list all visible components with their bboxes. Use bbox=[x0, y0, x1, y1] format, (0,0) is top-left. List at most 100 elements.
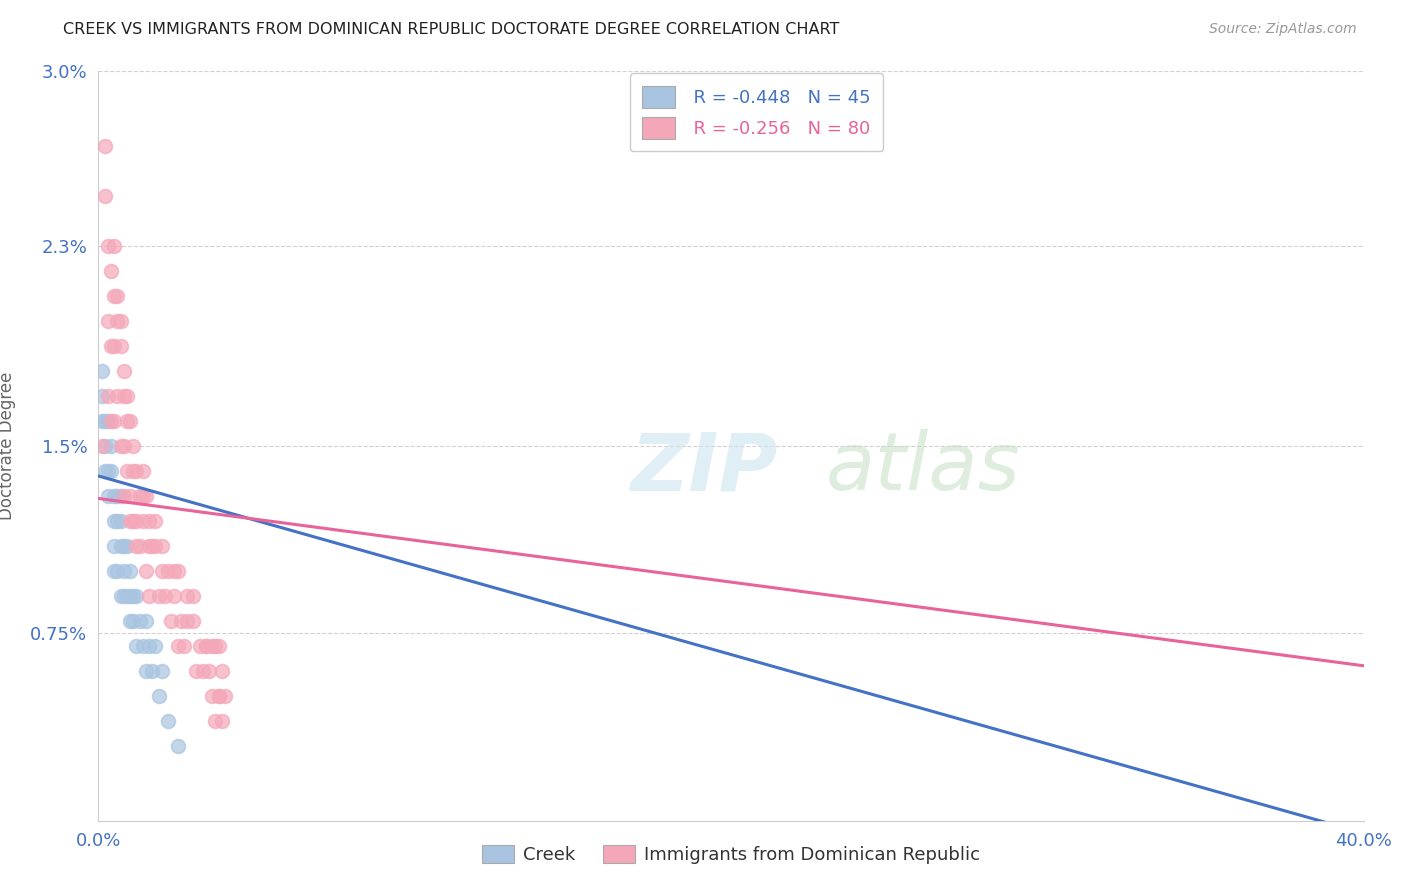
Point bbox=[107, 389, 129, 403]
Point bbox=[148, 689, 170, 703]
Point bbox=[145, 539, 166, 553]
Point bbox=[125, 514, 148, 528]
Point bbox=[194, 639, 218, 653]
Point bbox=[120, 589, 141, 603]
Point bbox=[135, 614, 157, 628]
Point bbox=[103, 339, 125, 353]
Point bbox=[112, 589, 135, 603]
Point bbox=[157, 714, 180, 728]
Point bbox=[112, 489, 135, 503]
Point bbox=[110, 539, 132, 553]
Point bbox=[97, 239, 120, 253]
Point bbox=[135, 564, 157, 578]
Point bbox=[112, 564, 135, 578]
Point bbox=[120, 514, 141, 528]
Point bbox=[115, 539, 138, 553]
Point bbox=[153, 589, 176, 603]
Point bbox=[115, 389, 138, 403]
Point bbox=[150, 539, 173, 553]
Point bbox=[110, 339, 132, 353]
Point bbox=[90, 389, 112, 403]
Point bbox=[183, 614, 205, 628]
Point bbox=[103, 564, 125, 578]
Point bbox=[211, 714, 233, 728]
Point bbox=[122, 589, 145, 603]
Point bbox=[100, 339, 122, 353]
Point bbox=[107, 289, 129, 303]
Point bbox=[90, 364, 112, 378]
Point bbox=[128, 489, 150, 503]
Point bbox=[103, 414, 125, 428]
Point bbox=[145, 639, 166, 653]
Point bbox=[120, 414, 141, 428]
Point bbox=[100, 439, 122, 453]
Point bbox=[122, 614, 145, 628]
Point bbox=[150, 564, 173, 578]
Point bbox=[97, 314, 120, 328]
Point bbox=[145, 514, 166, 528]
Point bbox=[122, 514, 145, 528]
Point bbox=[110, 439, 132, 453]
Point bbox=[103, 514, 125, 528]
Point bbox=[103, 539, 125, 553]
Point bbox=[93, 189, 117, 203]
Point bbox=[169, 614, 191, 628]
Point bbox=[107, 514, 129, 528]
Point bbox=[115, 464, 138, 478]
Point bbox=[132, 514, 155, 528]
Point bbox=[125, 589, 148, 603]
Point bbox=[141, 664, 163, 678]
Point bbox=[188, 639, 211, 653]
Point bbox=[122, 464, 145, 478]
Point bbox=[125, 639, 148, 653]
Point bbox=[208, 689, 231, 703]
Point bbox=[100, 464, 122, 478]
Point bbox=[214, 689, 236, 703]
Point bbox=[132, 639, 155, 653]
Text: ZIP: ZIP bbox=[630, 429, 778, 508]
Point bbox=[160, 614, 183, 628]
Point bbox=[208, 689, 231, 703]
Text: Source: ZipAtlas.com: Source: ZipAtlas.com bbox=[1209, 22, 1357, 37]
Point bbox=[201, 639, 224, 653]
Y-axis label: Doctorate Degree: Doctorate Degree bbox=[0, 372, 17, 520]
Point bbox=[204, 639, 226, 653]
Point bbox=[93, 464, 117, 478]
Point bbox=[128, 539, 150, 553]
Point bbox=[93, 139, 117, 153]
Point bbox=[100, 264, 122, 278]
Point bbox=[120, 489, 141, 503]
Point bbox=[120, 564, 141, 578]
Point bbox=[120, 614, 141, 628]
Point bbox=[138, 514, 160, 528]
Point bbox=[211, 664, 233, 678]
Legend: Creek, Immigrants from Dominican Republic: Creek, Immigrants from Dominican Republi… bbox=[475, 838, 987, 871]
Point bbox=[186, 664, 208, 678]
Point bbox=[103, 239, 125, 253]
Text: atlas: atlas bbox=[825, 429, 1021, 508]
Point bbox=[138, 539, 160, 553]
Point bbox=[135, 489, 157, 503]
Point bbox=[132, 489, 155, 503]
Point bbox=[107, 489, 129, 503]
Point bbox=[107, 314, 129, 328]
Point bbox=[176, 614, 198, 628]
Point bbox=[103, 289, 125, 303]
Point bbox=[100, 414, 122, 428]
Point bbox=[112, 539, 135, 553]
Point bbox=[122, 439, 145, 453]
Point bbox=[97, 389, 120, 403]
Point bbox=[112, 364, 135, 378]
Point bbox=[125, 539, 148, 553]
Point bbox=[157, 564, 180, 578]
Point bbox=[97, 414, 120, 428]
Point bbox=[132, 464, 155, 478]
Point bbox=[97, 489, 120, 503]
Point bbox=[128, 614, 150, 628]
Point bbox=[163, 564, 186, 578]
Point bbox=[183, 589, 205, 603]
Point bbox=[204, 714, 226, 728]
Text: CREEK VS IMMIGRANTS FROM DOMINICAN REPUBLIC DOCTORATE DEGREE CORRELATION CHART: CREEK VS IMMIGRANTS FROM DOMINICAN REPUB… bbox=[63, 22, 839, 37]
Point bbox=[148, 589, 170, 603]
Point bbox=[97, 464, 120, 478]
